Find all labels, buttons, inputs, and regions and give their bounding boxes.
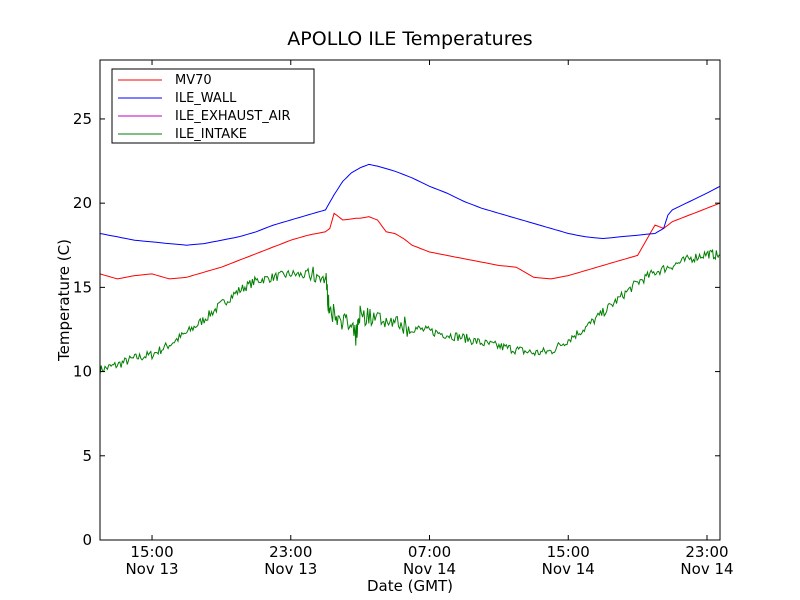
y-tick-label: 15 bbox=[73, 278, 92, 296]
series-line-ile-intake bbox=[99, 248, 721, 375]
series-line-mv70 bbox=[99, 202, 721, 280]
y-tick-label: 25 bbox=[73, 110, 92, 128]
x-axis-label: Date (GMT) bbox=[367, 577, 453, 595]
x-tick-time-label: 15:00 bbox=[547, 543, 590, 561]
x-tick-date-label: Nov 13 bbox=[264, 560, 317, 578]
x-tick-time-label: 23:00 bbox=[269, 543, 312, 561]
x-tick-date-label: Nov 14 bbox=[542, 560, 595, 578]
legend-label: ILE_WALL bbox=[175, 91, 237, 106]
x-tick-time-label: 15:00 bbox=[130, 543, 173, 561]
x-tick-date-label: Nov 14 bbox=[403, 560, 456, 578]
legend-label: ILE_INTAKE bbox=[175, 127, 247, 142]
legend-box bbox=[111, 68, 315, 144]
series-lines bbox=[99, 163, 721, 375]
legend-label: MV70 bbox=[175, 73, 212, 88]
x-tick-date-label: Nov 13 bbox=[125, 560, 178, 578]
chart-title: APOLLO ILE Temperatures bbox=[287, 28, 532, 50]
y-axis-label: Temperature (C) bbox=[55, 239, 73, 362]
x-tick-time-label: 07:00 bbox=[408, 543, 451, 561]
y-tick-label: 20 bbox=[73, 194, 92, 212]
x-tick-time-label: 23:00 bbox=[685, 543, 728, 561]
legend: MV70 ILE_WALL ILE_EXHAUST_AIR ILE_INTAKE bbox=[111, 68, 315, 144]
legend-label: ILE_EXHAUST_AIR bbox=[175, 109, 291, 124]
series-line-ile-wall bbox=[99, 163, 721, 246]
plot-frame bbox=[99, 59, 721, 541]
y-tick-label: 0 bbox=[82, 531, 92, 549]
y-tick-label: 10 bbox=[73, 363, 92, 381]
x-tick-date-label: Nov 14 bbox=[680, 560, 733, 578]
y-tick-label: 5 bbox=[82, 447, 92, 465]
